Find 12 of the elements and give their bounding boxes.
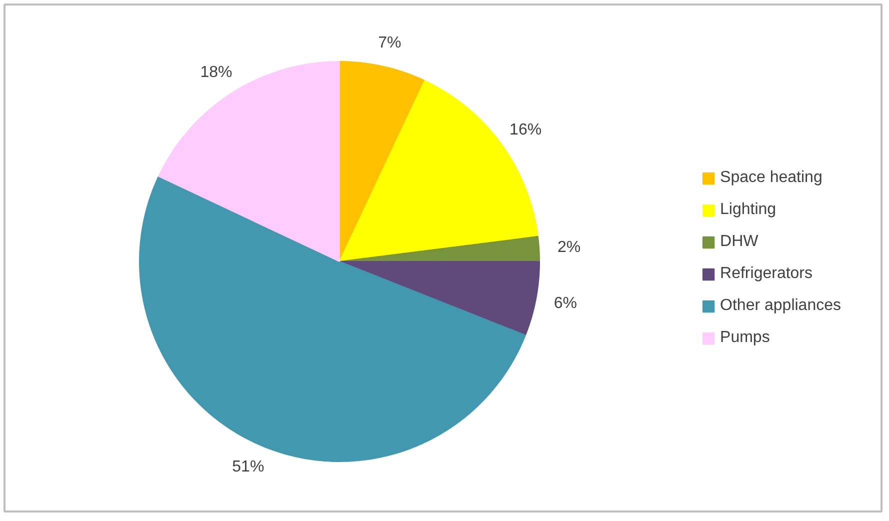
legend-label: Refrigerators — [720, 264, 813, 282]
data-label: 18% — [200, 64, 232, 81]
data-label: 51% — [232, 458, 264, 476]
legend-label: Space heating — [720, 168, 822, 186]
legend-label: DHW — [720, 232, 758, 250]
legend-label: Other appliances — [720, 296, 841, 314]
legend-label: Pumps — [720, 328, 770, 346]
legend-label: Lighting — [720, 200, 776, 218]
data-label: 2% — [557, 238, 581, 256]
data-label: 7% — [378, 34, 402, 52]
data-label: 16% — [510, 121, 542, 138]
data-label: 6% — [554, 294, 577, 312]
